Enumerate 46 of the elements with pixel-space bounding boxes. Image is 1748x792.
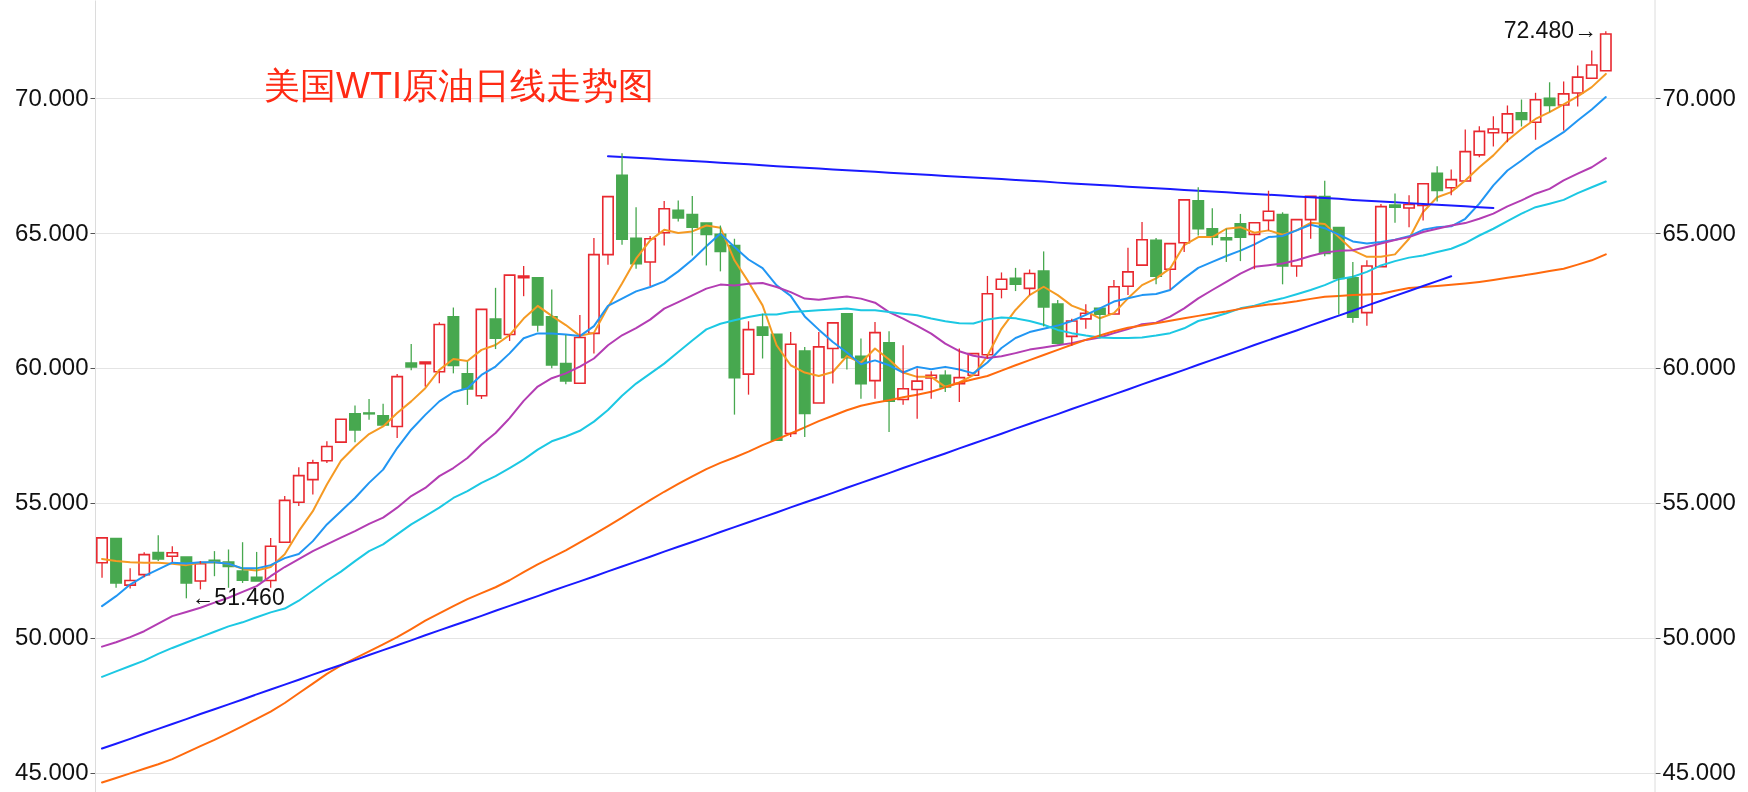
candlestick <box>334 418 347 443</box>
y2-tick-label: 70.000 <box>1662 83 1736 111</box>
candlestick <box>96 537 109 579</box>
annotation: 72.480→ <box>1503 17 1597 43</box>
y2-tick-label: 55.000 <box>1662 488 1736 516</box>
y-tick-label: 50.000 <box>15 623 89 651</box>
candlestick <box>377 403 390 426</box>
candlestick <box>1403 194 1416 228</box>
y-tick-label: 45.000 <box>15 758 89 786</box>
y2-tick-label: 45.000 <box>1662 758 1736 786</box>
line-series <box>606 155 1495 209</box>
candlestick <box>419 361 432 388</box>
candlestick <box>250 551 263 582</box>
candlestick <box>587 237 600 355</box>
y2-tick-label: 60.000 <box>1662 353 1736 381</box>
candlestick <box>349 404 361 443</box>
candlestick <box>644 235 657 287</box>
candlestick <box>1164 242 1177 291</box>
candlestick <box>1389 192 1401 224</box>
line-series <box>101 253 1607 784</box>
y-tick-label: 65.000 <box>15 218 89 246</box>
candlestick <box>840 312 853 371</box>
candlestick <box>616 152 629 246</box>
line-series <box>101 275 1453 750</box>
candlestick <box>686 195 699 257</box>
candlestick <box>363 398 376 421</box>
candlestick <box>826 322 839 385</box>
candlestick <box>1417 182 1430 222</box>
candlestick <box>869 321 881 400</box>
y2-tick-label: 50.000 <box>1662 623 1736 651</box>
candlestick <box>630 206 643 270</box>
y2-tick-label: 65.000 <box>1662 218 1736 246</box>
y-tick-label: 60.000 <box>15 353 89 381</box>
candlestick <box>1136 221 1149 266</box>
candlestick <box>320 440 333 464</box>
candlestick <box>1459 128 1472 182</box>
candlestick <box>1037 250 1050 328</box>
candlestick <box>770 333 783 442</box>
y-tick-label: 55.000 <box>15 488 89 516</box>
y-tick-label: 70.000 <box>15 83 89 111</box>
candlestick <box>1121 246 1134 296</box>
text: 美国WTI原油日线走势图 <box>264 64 654 106</box>
candlestick <box>601 195 614 266</box>
candlestick <box>1150 237 1163 285</box>
candlestick <box>110 537 123 589</box>
candlestick <box>573 314 586 385</box>
